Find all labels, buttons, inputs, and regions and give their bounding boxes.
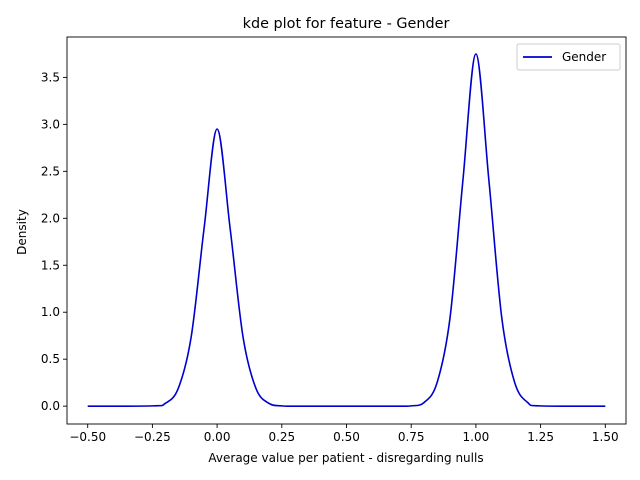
x-tick-label: 1.25 <box>527 430 554 444</box>
x-axis-label: Average value per patient - disregarding… <box>208 451 483 465</box>
plot-area <box>66 36 627 425</box>
x-tick-label: 1.50 <box>592 430 619 444</box>
legend: Gender <box>516 43 621 71</box>
y-tick-label: 2.0 <box>41 211 60 225</box>
x-axis-ticks: −0.50 −0.25 0.00 0.25 0.50 0.75 1.00 1.25 1.50 <box>69 424 619 444</box>
series-line-gender <box>87 53 606 408</box>
x-tick-label: 1.00 <box>463 430 490 444</box>
y-tick-label: 0.0 <box>41 399 60 413</box>
y-tick-label: 3.5 <box>41 70 60 84</box>
y-tick-label: 2.5 <box>41 164 60 178</box>
y-axis-ticks: 0.0 0.5 1.0 1.5 2.0 2.5 3.0 3.5 <box>41 70 67 413</box>
x-tick-label: 0.75 <box>398 430 425 444</box>
y-axis-label: Density <box>15 209 29 255</box>
axes-frame <box>66 36 627 425</box>
legend-box <box>516 43 621 71</box>
y-tick-label: 1.5 <box>41 258 60 272</box>
y-tick-label: 0.5 <box>41 352 60 366</box>
x-tick-label: −0.25 <box>134 430 171 444</box>
legend-label-gender: Gender <box>562 50 606 64</box>
x-tick-label: −0.50 <box>69 430 106 444</box>
x-tick-label: 0.50 <box>333 430 360 444</box>
x-tick-label: 0.00 <box>204 430 231 444</box>
y-tick-label: 1.0 <box>41 305 60 319</box>
x-tick-label: 0.25 <box>268 430 295 444</box>
y-tick-label: 3.0 <box>41 117 60 131</box>
chart-title: kde plot for feature - Gender <box>243 16 450 32</box>
